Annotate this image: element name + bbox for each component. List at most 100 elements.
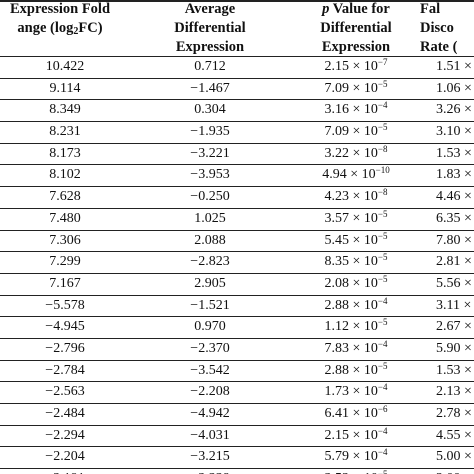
cell-p-value-base: 2.15 × 10 [324,59,378,74]
cell-p-value-base: 7.09 × 10 [324,124,378,140]
cell-p-value: 4.94 × 10−10 [286,165,426,186]
cell-p-value-base: 7.09 × 10 [324,80,378,96]
header-p-value: p Value for Differential Expression [286,0,426,56]
cell-fdr: 3.10 × [436,122,474,143]
cell-average-expression: −4.031 [190,427,230,443]
cell-fold-change: −2.204 [45,449,85,465]
cell-average-expression: −4.942 [190,406,230,421]
cell-fold-change: 8.349 [49,102,81,118]
cell-fdr: 5.56 × [436,274,474,295]
cell-average-expression: −1.521 [190,297,230,313]
cell-fdr-base: 2.78 × [436,406,472,421]
cell-average-expression: −1.935 [190,124,230,140]
table-row: 8.173 −3.221 3.22 × 10−8 1.53 × [0,144,474,166]
cell-average-expression: −2.370 [190,340,230,356]
cell-p-value-exponent: −8 [377,143,388,154]
cell-p-value-base: 2.88 × 10 [324,297,378,313]
table-row: −2.484 −4.942 6.41 × 10−6 2.78 × [0,404,474,426]
cell-fold-change: −2.784 [45,362,85,378]
cell-p-value-base: 6.41 × 10 [324,406,378,421]
header-fdr-line3: Rate ( [420,39,458,55]
cell-fdr: 1.51 × [436,57,474,78]
table-row: 7.167 2.905 2.08 × 10−5 5.56 × [0,274,474,296]
cell-p-value: 3.57 × 10−5 [286,209,426,230]
header-avg-line3: Expression [175,39,245,55]
cell-fdr-base: 6.35 × [436,210,472,226]
cell-p-value: 7.09 × 10−5 [286,122,426,143]
cell-p-value: 2.15 × 10−7 [286,57,426,78]
cell-fold-change: 7.628 [49,189,81,205]
header-fold-change-tail: FC) [78,20,103,36]
table-row: −4.945 0.970 1.12 × 10−5 2.67 × [0,317,474,339]
cell-average-expression: 1.025 [194,210,226,226]
table-body: 10.422 0.712 2.15 × 10−7 1.51 × 9.114 −1.467 7… [0,57,474,474]
header-fold-change: Expression Fold ange (log2FC) [0,0,130,56]
cell-fdr-base: 2.81 × [436,254,472,270]
header-average-differential-expression: Average Differential Expression [130,0,290,56]
cell-p-value-exponent: −4 [377,425,388,436]
cell-p-value-exponent: −5 [377,317,388,328]
cell-p-value: 1.12 × 10−5 [286,317,426,338]
cell-fold-change: 8.102 [49,167,81,183]
cell-fdr: 6.35 × [436,209,474,230]
table-row: 7.480 1.025 3.57 × 10−5 6.35 × [0,209,474,231]
cell-average-expression: −3.953 [190,167,230,183]
table-row: 8.349 0.304 3.16 × 10−4 3.26 × [0,100,474,123]
cell-fdr: 2.81 × [436,252,474,273]
cell-fdr-base: 3.10 × [436,124,472,140]
cell-fold-change: 9.114 [49,80,81,96]
cell-fdr: 1.53 × [436,144,474,165]
cell-fold-change: −2.484 [45,406,85,421]
header-rule [0,56,474,57]
cell-p-value-base: 2.88 × 10 [324,362,378,378]
cell-fold-change: 8.231 [49,124,81,140]
cell-p-value-base: 5.45 × 10 [324,232,378,248]
cell-fdr: 2.00 × [436,469,474,474]
cell-p-value-exponent: −5 [377,230,388,241]
cell-fdr: 4.46 × [436,187,474,208]
cell-p-value-exponent: −5 [377,208,388,219]
table-row: −2.784 −3.542 2.88 × 10−5 1.53 × [0,361,474,383]
cell-fdr-base: 7.80 × [436,232,472,248]
cell-p-value: 8.35 × 10−5 [286,252,426,273]
cell-p-value-exponent: −5 [378,469,388,474]
table-top-rule [0,0,474,2]
header-fold-change-line2: ange (log2FC) [0,19,130,38]
table-row: 7.299 −2.823 8.35 × 10−5 2.81 × [0,252,474,274]
header-p-rest: Value for [329,1,390,17]
cell-fdr-base: 1.53 × [436,362,472,378]
cell-fdr-base: 2.00 × [436,471,472,474]
cell-average-expression: 2.905 [194,275,226,291]
cell-fdr: 5.90 × [436,339,474,360]
cell-p-value-exponent: −5 [377,122,388,133]
table-row: −2.796 −2.370 7.83 × 10−4 5.90 × [0,339,474,361]
cell-p-value-exponent: −4 [377,447,388,458]
cell-p-value: 5.45 × 10−5 [286,231,426,252]
cell-fdr: 2.13 × [436,382,474,403]
cell-fdr-base: 5.56 × [436,275,472,291]
cell-p-value-exponent: −10 [375,165,390,176]
table-row: −2.563 −2.208 1.73 × 10−4 2.13 × [0,382,474,404]
cell-fdr-base: 1.06 × [436,80,472,96]
cell-p-value-exponent: −4 [377,100,388,111]
cell-p-value: 2.15 × 10−4 [286,426,426,447]
header-fdr-line1: Fal [420,1,441,17]
cell-p-value-base: 1.73 × 10 [324,384,378,400]
header-avg-line2: Differential [174,20,246,36]
cell-fdr: 3.11 × [436,296,474,317]
cell-fold-change: 7.306 [49,232,81,248]
cell-average-expression: −3.542 [190,362,230,378]
table-row: −5.578 −1.521 2.88 × 10−4 3.11 × [0,296,474,318]
header-p-line1: p Value for [286,0,426,19]
table-row: 7.628 −0.250 4.23 × 10−8 4.46 × [0,187,474,209]
cell-p-value-base: 7.83 × 10 [324,340,378,356]
cell-p-value: 7.09 × 10−5 [286,79,426,100]
cell-fdr-base: 4.46 × [436,189,472,205]
table-row: −2.204 −3.215 5.79 × 10−4 5.00 × [0,447,474,470]
cell-fdr: 1.83 × [436,165,474,186]
cell-average-expression: −1.467 [190,80,230,96]
header-p-symbol: p [322,1,330,17]
cell-fold-change: −5.578 [45,297,85,313]
cell-fold-change: 7.167 [49,275,81,291]
